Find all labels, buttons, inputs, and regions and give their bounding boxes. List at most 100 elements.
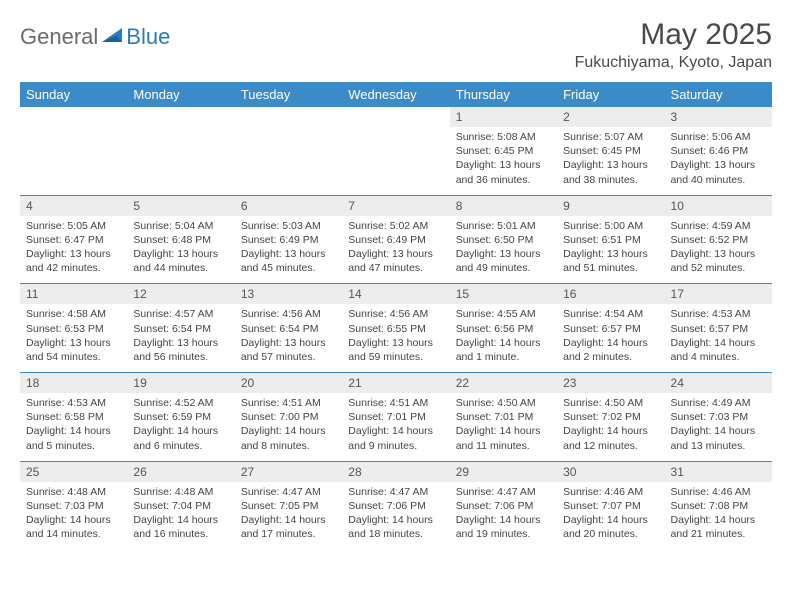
calendar-cell: 21Sunrise: 4:51 AMSunset: 7:01 PMDayligh… xyxy=(342,373,449,461)
calendar-cell: 29Sunrise: 4:47 AMSunset: 7:06 PMDayligh… xyxy=(450,462,557,550)
day-details: Sunrise: 4:51 AMSunset: 7:00 PMDaylight:… xyxy=(235,393,342,461)
day-details: Sunrise: 4:47 AMSunset: 7:06 PMDaylight:… xyxy=(450,482,557,550)
calendar-cell: 24Sunrise: 4:49 AMSunset: 7:03 PMDayligh… xyxy=(665,373,772,461)
calendar-week: 1Sunrise: 5:08 AMSunset: 6:45 PMDaylight… xyxy=(20,107,772,195)
calendar-cell: 8Sunrise: 5:01 AMSunset: 6:50 PMDaylight… xyxy=(450,196,557,284)
month-title: May 2025 xyxy=(575,18,772,52)
calendar-cell: 19Sunrise: 4:52 AMSunset: 6:59 PMDayligh… xyxy=(127,373,234,461)
calendar-cell: 18Sunrise: 4:53 AMSunset: 6:58 PMDayligh… xyxy=(20,373,127,461)
day-number: 11 xyxy=(20,284,127,304)
calendar-cell xyxy=(235,107,342,195)
calendar-cell: 13Sunrise: 4:56 AMSunset: 6:54 PMDayligh… xyxy=(235,284,342,372)
day-number: 20 xyxy=(235,373,342,393)
calendar-cell: 6Sunrise: 5:03 AMSunset: 6:49 PMDaylight… xyxy=(235,196,342,284)
calendar-cell: 7Sunrise: 5:02 AMSunset: 6:49 PMDaylight… xyxy=(342,196,449,284)
calendar-cell: 26Sunrise: 4:48 AMSunset: 7:04 PMDayligh… xyxy=(127,462,234,550)
day-number: 27 xyxy=(235,462,342,482)
calendar-cell: 1Sunrise: 5:08 AMSunset: 6:45 PMDaylight… xyxy=(450,107,557,195)
weekday-header: Monday xyxy=(127,82,234,107)
day-number: 6 xyxy=(235,196,342,216)
calendar-cell: 27Sunrise: 4:47 AMSunset: 7:05 PMDayligh… xyxy=(235,462,342,550)
calendar-week: 18Sunrise: 4:53 AMSunset: 6:58 PMDayligh… xyxy=(20,373,772,461)
calendar-cell: 5Sunrise: 5:04 AMSunset: 6:48 PMDaylight… xyxy=(127,196,234,284)
day-number: 24 xyxy=(665,373,772,393)
calendar-cell: 11Sunrise: 4:58 AMSunset: 6:53 PMDayligh… xyxy=(20,284,127,372)
day-details: Sunrise: 4:59 AMSunset: 6:52 PMDaylight:… xyxy=(665,216,772,284)
calendar-cell: 9Sunrise: 5:00 AMSunset: 6:51 PMDaylight… xyxy=(557,196,664,284)
calendar-cell: 17Sunrise: 4:53 AMSunset: 6:57 PMDayligh… xyxy=(665,284,772,372)
day-number: 10 xyxy=(665,196,772,216)
calendar-week: 25Sunrise: 4:48 AMSunset: 7:03 PMDayligh… xyxy=(20,462,772,550)
calendar-cell: 15Sunrise: 4:55 AMSunset: 6:56 PMDayligh… xyxy=(450,284,557,372)
day-details: Sunrise: 4:47 AMSunset: 7:05 PMDaylight:… xyxy=(235,482,342,550)
logo-text-2: Blue xyxy=(126,24,170,50)
day-details: Sunrise: 4:58 AMSunset: 6:53 PMDaylight:… xyxy=(20,304,127,372)
weekday-header: Friday xyxy=(557,82,664,107)
calendar-cell: 23Sunrise: 4:50 AMSunset: 7:02 PMDayligh… xyxy=(557,373,664,461)
calendar-cell: 22Sunrise: 4:50 AMSunset: 7:01 PMDayligh… xyxy=(450,373,557,461)
calendar-cell: 14Sunrise: 4:56 AMSunset: 6:55 PMDayligh… xyxy=(342,284,449,372)
calendar-cell xyxy=(20,107,127,195)
calendar-cell: 2Sunrise: 5:07 AMSunset: 6:45 PMDaylight… xyxy=(557,107,664,195)
calendar-cell: 16Sunrise: 4:54 AMSunset: 6:57 PMDayligh… xyxy=(557,284,664,372)
logo-triangle-icon xyxy=(102,26,124,49)
day-details: Sunrise: 5:05 AMSunset: 6:47 PMDaylight:… xyxy=(20,216,127,284)
header: General Blue May 2025 Fukuchiyama, Kyoto… xyxy=(20,18,772,72)
day-details: Sunrise: 5:06 AMSunset: 6:46 PMDaylight:… xyxy=(665,127,772,195)
calendar-cell: 31Sunrise: 4:46 AMSunset: 7:08 PMDayligh… xyxy=(665,462,772,550)
day-details: Sunrise: 4:47 AMSunset: 7:06 PMDaylight:… xyxy=(342,482,449,550)
weekday-header: Sunday xyxy=(20,82,127,107)
day-number: 30 xyxy=(557,462,664,482)
day-details: Sunrise: 4:48 AMSunset: 7:04 PMDaylight:… xyxy=(127,482,234,550)
calendar-cell: 30Sunrise: 4:46 AMSunset: 7:07 PMDayligh… xyxy=(557,462,664,550)
calendar-cell: 20Sunrise: 4:51 AMSunset: 7:00 PMDayligh… xyxy=(235,373,342,461)
location: Fukuchiyama, Kyoto, Japan xyxy=(575,54,772,72)
day-number: 23 xyxy=(557,373,664,393)
day-number: 9 xyxy=(557,196,664,216)
day-number: 4 xyxy=(20,196,127,216)
day-number: 7 xyxy=(342,196,449,216)
day-details: Sunrise: 5:04 AMSunset: 6:48 PMDaylight:… xyxy=(127,216,234,284)
day-details: Sunrise: 4:52 AMSunset: 6:59 PMDaylight:… xyxy=(127,393,234,461)
day-details: Sunrise: 4:48 AMSunset: 7:03 PMDaylight:… xyxy=(20,482,127,550)
day-details: Sunrise: 4:50 AMSunset: 7:01 PMDaylight:… xyxy=(450,393,557,461)
calendar-cell xyxy=(342,107,449,195)
day-details: Sunrise: 4:46 AMSunset: 7:08 PMDaylight:… xyxy=(665,482,772,550)
day-number: 21 xyxy=(342,373,449,393)
day-number: 16 xyxy=(557,284,664,304)
calendar-table: SundayMondayTuesdayWednesdayThursdayFrid… xyxy=(20,82,772,549)
day-details: Sunrise: 5:01 AMSunset: 6:50 PMDaylight:… xyxy=(450,216,557,284)
day-number: 31 xyxy=(665,462,772,482)
day-details: Sunrise: 4:55 AMSunset: 6:56 PMDaylight:… xyxy=(450,304,557,372)
weekday-header: Tuesday xyxy=(235,82,342,107)
day-number: 3 xyxy=(665,107,772,127)
day-details: Sunrise: 4:49 AMSunset: 7:03 PMDaylight:… xyxy=(665,393,772,461)
day-details: Sunrise: 5:02 AMSunset: 6:49 PMDaylight:… xyxy=(342,216,449,284)
day-details: Sunrise: 5:07 AMSunset: 6:45 PMDaylight:… xyxy=(557,127,664,195)
day-details: Sunrise: 4:54 AMSunset: 6:57 PMDaylight:… xyxy=(557,304,664,372)
day-number: 2 xyxy=(557,107,664,127)
day-details: Sunrise: 4:50 AMSunset: 7:02 PMDaylight:… xyxy=(557,393,664,461)
calendar-week: 11Sunrise: 4:58 AMSunset: 6:53 PMDayligh… xyxy=(20,284,772,372)
day-details: Sunrise: 5:03 AMSunset: 6:49 PMDaylight:… xyxy=(235,216,342,284)
day-number: 5 xyxy=(127,196,234,216)
day-details: Sunrise: 4:53 AMSunset: 6:57 PMDaylight:… xyxy=(665,304,772,372)
weekday-header: Wednesday xyxy=(342,82,449,107)
calendar-cell: 10Sunrise: 4:59 AMSunset: 6:52 PMDayligh… xyxy=(665,196,772,284)
weekday-header-row: SundayMondayTuesdayWednesdayThursdayFrid… xyxy=(20,82,772,107)
day-details: Sunrise: 4:46 AMSunset: 7:07 PMDaylight:… xyxy=(557,482,664,550)
weekday-header: Thursday xyxy=(450,82,557,107)
calendar-cell: 25Sunrise: 4:48 AMSunset: 7:03 PMDayligh… xyxy=(20,462,127,550)
day-number: 8 xyxy=(450,196,557,216)
calendar-cell: 28Sunrise: 4:47 AMSunset: 7:06 PMDayligh… xyxy=(342,462,449,550)
day-number: 28 xyxy=(342,462,449,482)
day-number: 18 xyxy=(20,373,127,393)
day-number: 22 xyxy=(450,373,557,393)
day-details: Sunrise: 5:00 AMSunset: 6:51 PMDaylight:… xyxy=(557,216,664,284)
day-details: Sunrise: 4:57 AMSunset: 6:54 PMDaylight:… xyxy=(127,304,234,372)
title-block: May 2025 Fukuchiyama, Kyoto, Japan xyxy=(575,18,772,72)
logo-text-1: General xyxy=(20,24,98,50)
day-details: Sunrise: 4:56 AMSunset: 6:55 PMDaylight:… xyxy=(342,304,449,372)
day-number: 29 xyxy=(450,462,557,482)
day-number: 19 xyxy=(127,373,234,393)
